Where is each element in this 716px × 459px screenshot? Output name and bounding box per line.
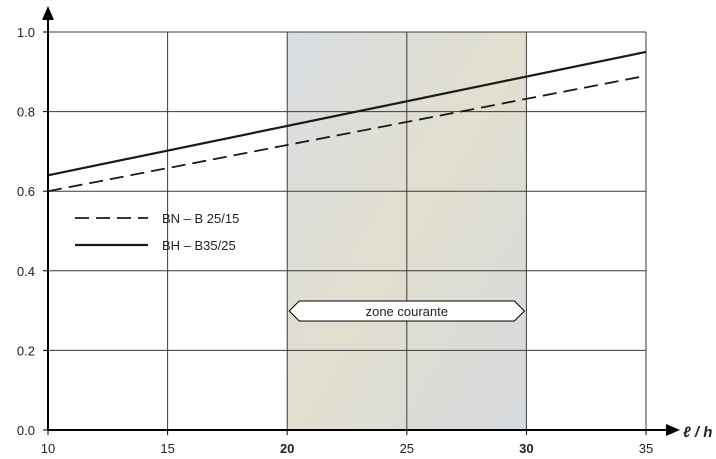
grid-layer: [48, 31, 647, 430]
series-line-1: [47, 50, 647, 177]
x-tick-label: 20: [280, 441, 294, 456]
y-tick-label: 0.2: [17, 343, 35, 358]
x-tick-label: 30: [519, 441, 533, 456]
series-layer: [47, 50, 647, 193]
ticks-layer: 10 15 20 25 30 35 0.0 0.2 0.4 0.6 0.8 1.0 ℓ / h: [17, 25, 713, 456]
x-tick-label: 35: [639, 441, 653, 456]
legend-layer: BN – B 25/15 BH – B35/25 zone courante: [75, 211, 526, 322]
y-tick-label: 0.6: [17, 184, 35, 199]
zone-courante-label: zone courante: [366, 304, 448, 319]
series-line-0: [47, 74, 647, 193]
y-tick-label: 0.8: [17, 105, 35, 120]
y-tick-label: 0.0: [17, 423, 35, 438]
x-axis-arrow-icon: [666, 424, 680, 436]
axes-layer: [42, 6, 680, 436]
x-tick-label: 25: [400, 441, 414, 456]
y-tick-label: 1.0: [17, 25, 35, 40]
y-tick-label: 0.4: [17, 264, 35, 279]
y-axis-arrow-icon: [42, 6, 54, 20]
zone-courante-arrow-icon: [288, 300, 526, 322]
x-tick-label: 15: [160, 441, 174, 456]
x-axis-label: ℓ / h: [683, 424, 712, 441]
legend-label-0: BN – B 25/15: [162, 211, 239, 226]
x-tick-label: 10: [41, 441, 55, 456]
legend-label-1: BH – B35/25: [162, 238, 236, 253]
